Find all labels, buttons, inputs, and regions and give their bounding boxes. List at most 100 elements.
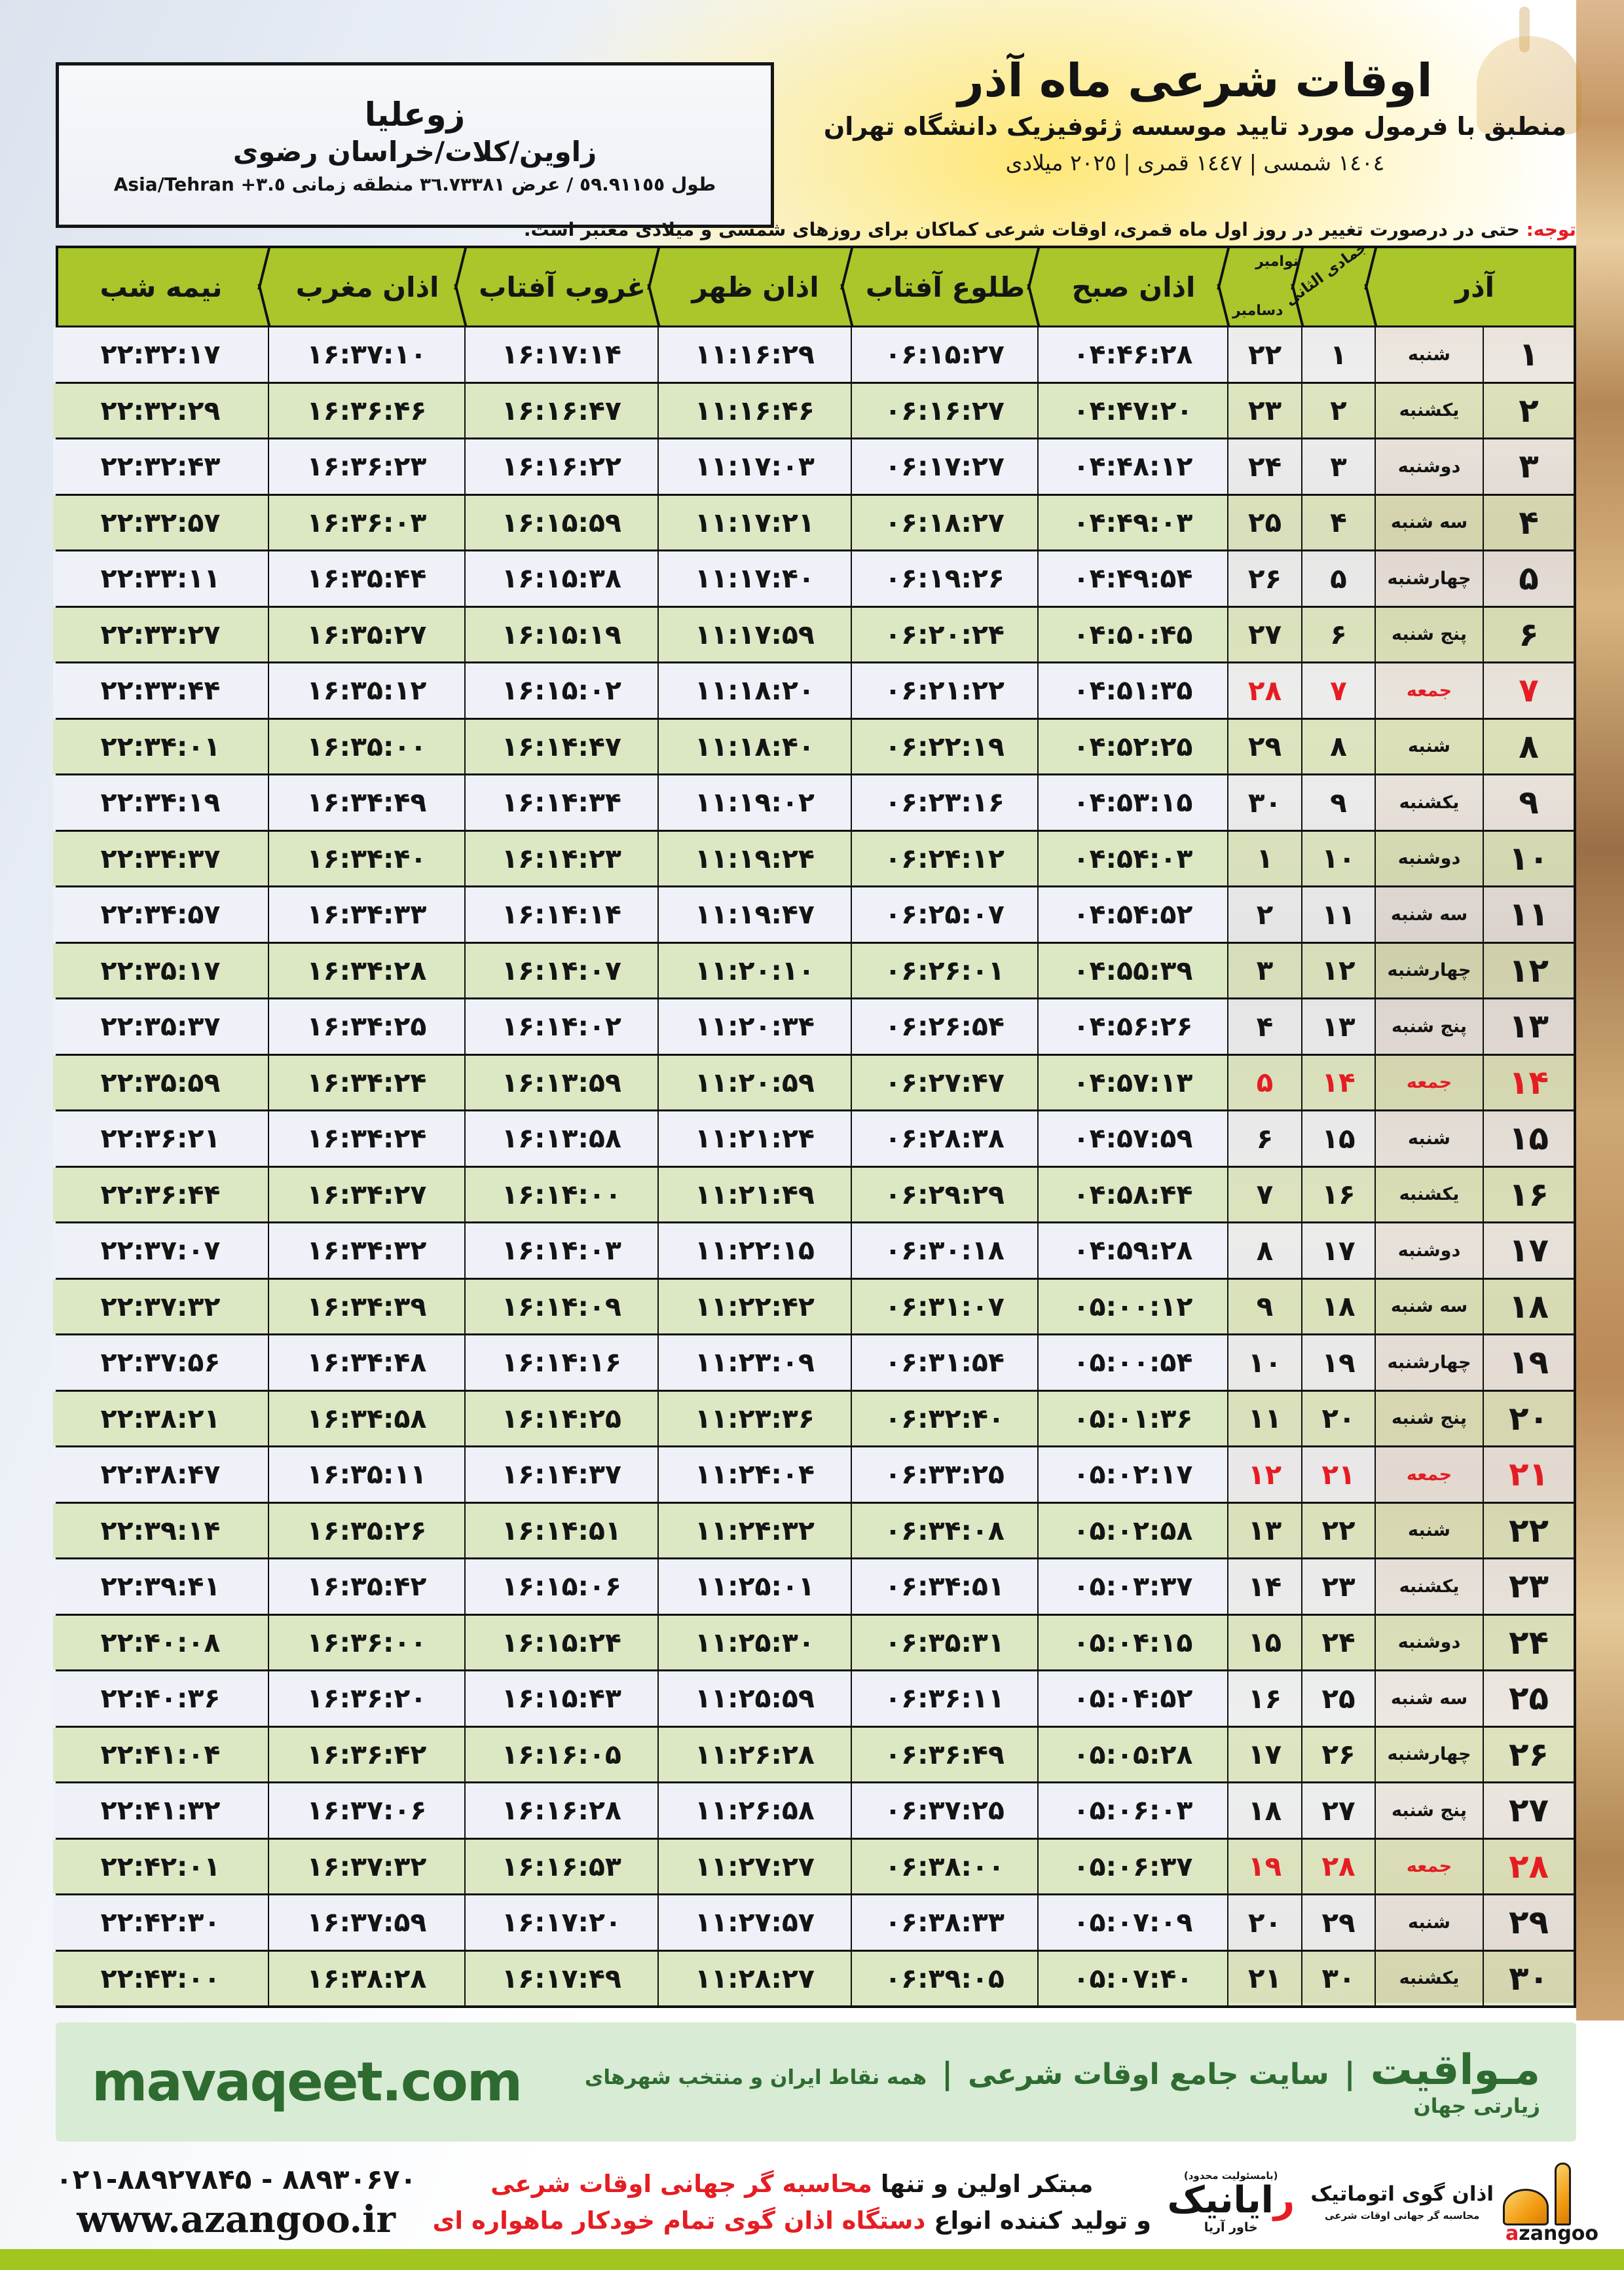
gregorian-day-number: ۳: [1228, 943, 1302, 997]
sunset-time: ۱۶:۱۵:۵۹: [466, 495, 659, 549]
azan-sobh-time: ۰۵:۰۴:۵۲: [1039, 1671, 1228, 1726]
lunar-day-number: ۵: [1302, 551, 1376, 606]
azan-sobh-time: ۰۴:۵۰:۴۵: [1039, 607, 1228, 661]
azan-sobh-time: ۰۴:۵۴:۵۲: [1039, 887, 1228, 942]
azan-maghreb-time: ۱۶:۳۷:۳۲: [269, 1839, 466, 1893]
weekday-name: شنبه: [1376, 719, 1484, 773]
weekday-name: سه شنبه: [1376, 1279, 1484, 1333]
azan-sobh-time: ۰۴:۴۸:۱۲: [1039, 439, 1228, 494]
sunrise-time: ۰۶:۳۶:۴۹: [852, 1727, 1039, 1781]
mavaqeet-tagline: سایت جامع اوقات شرعی: [968, 2058, 1329, 2091]
midnight-time: ۲۲:۴۰:۳۶: [53, 1671, 269, 1726]
azan-sobh-time: ۰۴:۵۷:۵۹: [1039, 1111, 1228, 1166]
lunar-day-number: ۲۳: [1302, 1559, 1376, 1614]
mavaqeet-brand-area: مـواقیت | سایت جامع اوقات شرعی | همه نقا…: [521, 2046, 1540, 2118]
azar-day-number: ۲۶: [1484, 1727, 1574, 1781]
sunrise-time: ۰۶:۳۶:۱۱: [852, 1671, 1039, 1726]
sunrise-time: ۰۶:۳۹:۰۵: [852, 1951, 1039, 2005]
weekday-name: سه شنبه: [1376, 887, 1484, 942]
col-header-azan-maghreb: اذان مغرب: [269, 248, 466, 326]
gregorian-day-number: ۲۳: [1228, 383, 1302, 437]
azan-maghreb-time: ۱۶:۳۴:۳۲: [269, 1223, 466, 1278]
rayanik-title: رایانیک: [1167, 2179, 1295, 2222]
rayanik-side-text: خاور آریا: [1204, 2220, 1258, 2235]
azar-day-number: ۴: [1484, 495, 1574, 549]
azar-day-number: ۵: [1484, 551, 1574, 606]
sunset-time: ۱۶:۱۵:۰۶: [466, 1559, 659, 1614]
gregorian-day-number: ۱۹: [1228, 1839, 1302, 1893]
sunrise-time: ۰۶:۳۷:۲۵: [852, 1783, 1039, 1838]
azan-sobh-time: ۰۵:۰۳:۳۷: [1039, 1559, 1228, 1614]
col-header-sunset: غروب آفتاب: [466, 248, 659, 326]
weekday-name: پنج شنبه: [1376, 999, 1484, 1054]
sunset-time: ۱۶:۱۶:۰۵: [466, 1727, 659, 1781]
weekday-name: جمعه: [1376, 663, 1484, 718]
weekday-name: جمعه: [1376, 1447, 1484, 1502]
azan-zohr-time: ۱۱:۱۷:۲۱: [659, 495, 852, 549]
location-coordinates: طول ٥٩.٩١١٥٥ / عرض ٣٦.٧٣٣٨١ منطقه زمانی …: [114, 174, 716, 195]
gregorian-day-number: ۱۵: [1228, 1615, 1302, 1669]
azan-sobh-time: ۰۴:۵۲:۲۵: [1039, 719, 1228, 773]
page-subtitle: منطبق با فرمول مورد تایید موسسه ژئوفیزیک…: [823, 111, 1567, 141]
gregorian-day-number: ۳۰: [1228, 775, 1302, 830]
december-label: دسامبر: [1232, 303, 1283, 319]
weekday-name: پنج شنبه: [1376, 607, 1484, 661]
lunar-day-number: ۱۰: [1302, 831, 1376, 885]
azan-zohr-time: ۱۱:۲۰:۱۰: [659, 943, 852, 997]
gregorian-day-number: ۵: [1228, 1055, 1302, 1109]
azan-zohr-time: ۱۱:۲۱:۴۹: [659, 1167, 852, 1221]
col-header-sunrise: طلوع آفتاب: [852, 248, 1039, 326]
table-row: ۲۶ چهارشنبه ۲۶ ۱۷ ۰۵:۰۵:۲۸ ۰۶:۳۶:۴۹ ۱۱:۲…: [53, 1725, 1574, 1781]
sunset-time: ۱۶:۱۴:۲۳: [466, 831, 659, 885]
table-row: ۴ سه شنبه ۴ ۲۵ ۰۴:۴۹:۰۳ ۰۶:۱۸:۲۷ ۱۱:۱۷:۲…: [53, 493, 1574, 549]
title-block: اوقات شرعی ماه آذر منطبق با فرمول مورد ت…: [815, 52, 1575, 176]
azan-sobh-time: ۰۴:۵۱:۳۵: [1039, 663, 1228, 718]
dome-decoration-icon: [1477, 36, 1581, 134]
lunar-day-number: ۲۱: [1302, 1447, 1376, 1502]
midnight-time: ۲۲:۳۹:۱۴: [53, 1503, 269, 1557]
midnight-time: ۲۲:۳۹:۴۱: [53, 1559, 269, 1614]
weekday-name: یکشنبه: [1376, 775, 1484, 830]
midnight-time: ۲۲:۳۳:۴۴: [53, 663, 269, 718]
azar-day-number: ۱۲: [1484, 943, 1574, 997]
azan-maghreb-time: ۱۶:۳۴:۲۴: [269, 1055, 466, 1109]
azan-maghreb-time: ۱۶:۳۴:۳۹: [269, 1279, 466, 1333]
azan-sobh-time: ۰۴:۵۵:۳۹: [1039, 943, 1228, 997]
sunset-time: ۱۶:۱۵:۴۳: [466, 1671, 659, 1726]
sunrise-time: ۰۶:۱۸:۲۷: [852, 495, 1039, 549]
sunrise-time: ۰۶:۲۴:۱۲: [852, 831, 1039, 885]
lunar-day-number: ۲۰: [1302, 1391, 1376, 1445]
table-row: ۱۸ سه شنبه ۱۸ ۹ ۰۵:۰۰:۱۲ ۰۶:۳۱:۰۷ ۱۱:۲۲:…: [53, 1277, 1574, 1333]
sunset-time: ۱۶:۱۴:۰۰: [466, 1167, 659, 1221]
midnight-time: ۲۲:۴۲:۳۰: [53, 1895, 269, 1950]
sunset-time: ۱۶:۱۵:۳۸: [466, 551, 659, 606]
azan-maghreb-time: ۱۶:۳۴:۴۸: [269, 1335, 466, 1390]
azan-maghreb-time: ۱۶:۳۸:۲۸: [269, 1951, 466, 2005]
weekday-name: دوشنبه: [1376, 1223, 1484, 1278]
table-row: ۷ جمعه ۷ ۲۸ ۰۴:۵۱:۳۵ ۰۶:۲۱:۲۲ ۱۱:۱۸:۲۰ ۱…: [53, 661, 1574, 718]
sunrise-time: ۰۶:۲۲:۱۹: [852, 719, 1039, 773]
lunar-day-number: ۷: [1302, 663, 1376, 718]
azan-maghreb-time: ۱۶:۳۴:۵۸: [269, 1391, 466, 1445]
midnight-time: ۲۲:۴۱:۰۴: [53, 1727, 269, 1781]
table-row: ۱۴ جمعه ۱۴ ۵ ۰۴:۵۷:۱۳ ۰۶:۲۷:۴۷ ۱۱:۲۰:۵۹ …: [53, 1053, 1574, 1109]
gregorian-day-number: ۸: [1228, 1223, 1302, 1278]
midnight-time: ۲۲:۳۷:۳۲: [53, 1279, 269, 1333]
location-region: زاوین/کلات/خراسان رضوی: [232, 135, 597, 168]
weekday-name: چهارشنبه: [1376, 943, 1484, 997]
sunset-time: ۱۶:۱۴:۲۵: [466, 1391, 659, 1445]
table-header: آذر جمادی الثانی نوامبر دسامبر اذان صبح …: [58, 238, 1574, 326]
lunar-day-number: ۱: [1302, 327, 1376, 382]
azan-zohr-time: ۱۱:۲۰:۳۴: [659, 999, 852, 1054]
gregorian-day-number: ۷: [1228, 1167, 1302, 1221]
gregorian-day-number: ۴: [1228, 999, 1302, 1054]
azan-maghreb-time: ۱۶:۳۶:۴۲: [269, 1727, 466, 1781]
gregorian-day-number: ۲۸: [1228, 663, 1302, 718]
sunset-time: ۱۶:۱۴:۵۱: [466, 1503, 659, 1557]
azan-sobh-time: ۰۴:۴۶:۲۸: [1039, 327, 1228, 382]
mavaqeet-brand-fa: مـواقیت: [1370, 2046, 1540, 2094]
azan-zohr-time: ۱۱:۲۲:۴۲: [659, 1279, 852, 1333]
november-label: نوامبر: [1255, 253, 1299, 270]
col-header-azan-sobh: اذان صبح: [1039, 248, 1228, 326]
gregorian-day-number: ۲۰: [1228, 1895, 1302, 1950]
